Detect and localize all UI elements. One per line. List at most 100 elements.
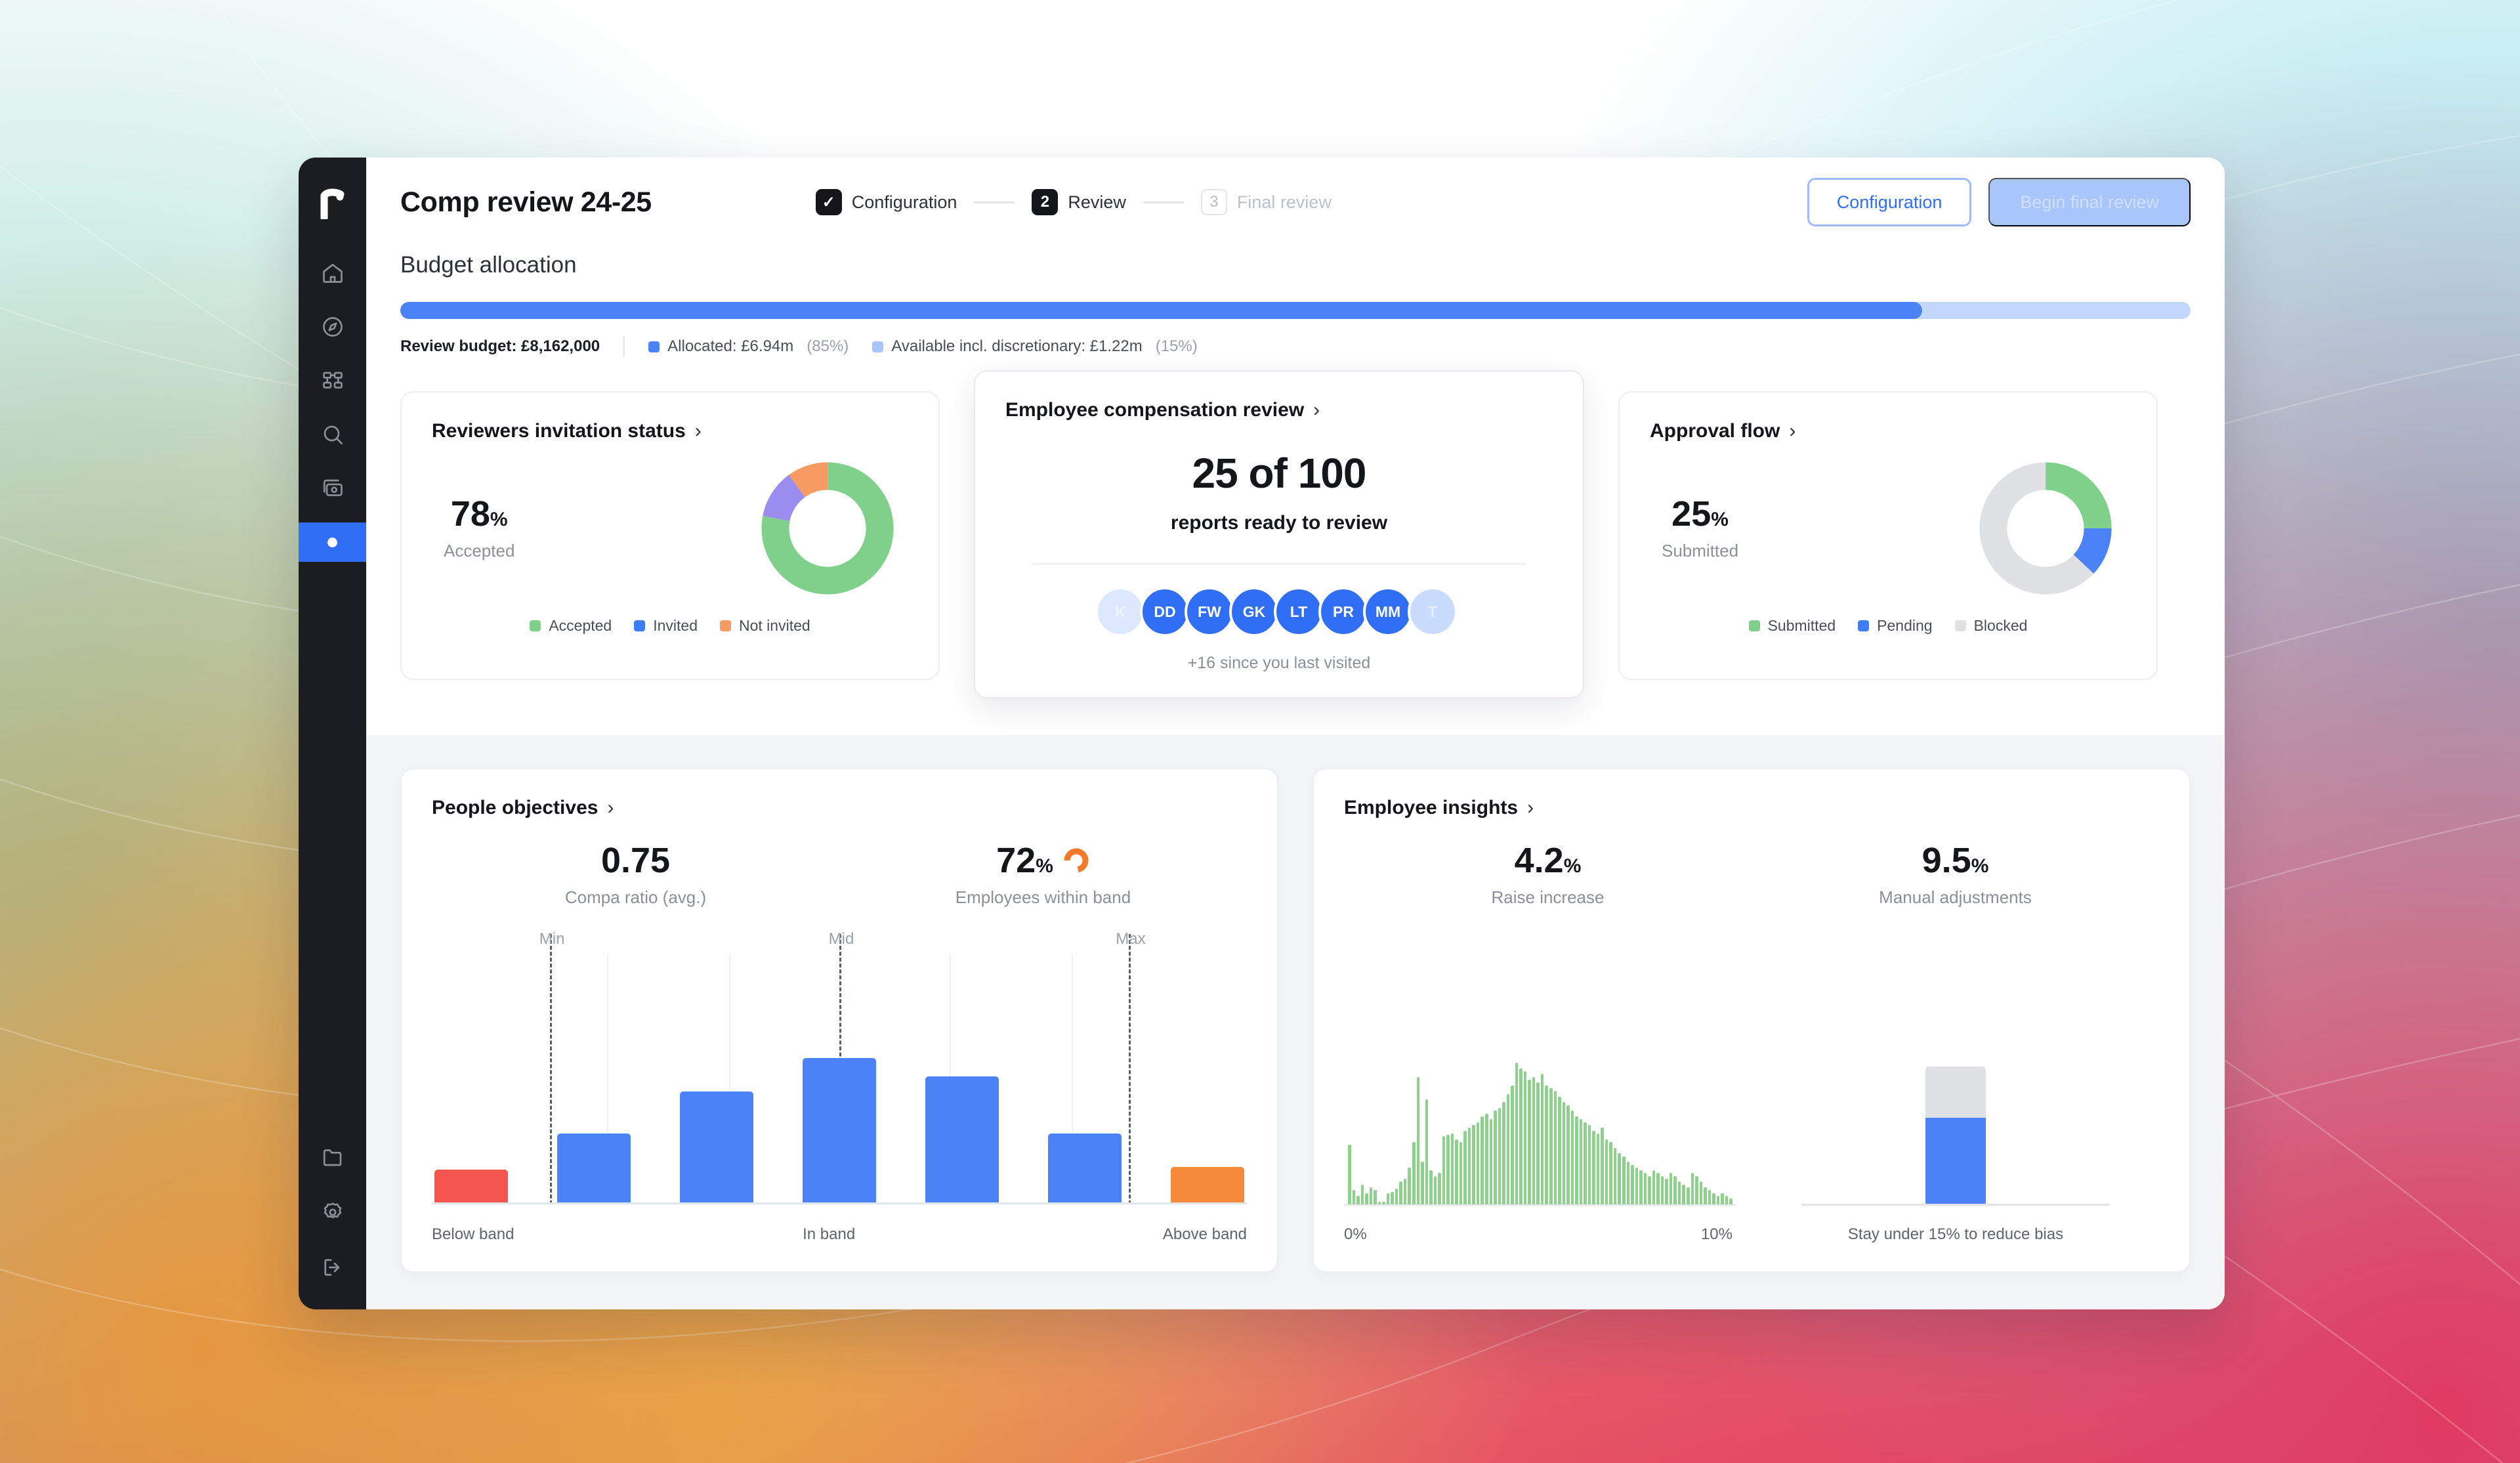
manual-adjustments-number: 9.5	[1922, 841, 1971, 880]
avatar[interactable]: PR	[1318, 587, 1368, 637]
histogram-bar	[1489, 1119, 1493, 1204]
histogram-bar	[1446, 1135, 1450, 1204]
people-objectives-title-text: People objectives	[432, 797, 598, 818]
histogram-bar	[1463, 1130, 1467, 1204]
reviewers-card-title[interactable]: Reviewers invitation status ›	[432, 420, 908, 442]
histogram-bar	[1472, 1125, 1475, 1204]
within-band-label: Employees within band	[955, 887, 1131, 907]
center-card-title[interactable]: Employee compensation review ›	[1005, 399, 1553, 421]
approval-card-title[interactable]: Approval flow ›	[1650, 420, 2126, 442]
histogram-bar	[1429, 1170, 1433, 1204]
histogram-bar	[1438, 1173, 1441, 1204]
histogram-bar	[1665, 1179, 1668, 1204]
avatar[interactable]: K	[1095, 587, 1145, 637]
gauge-wrap	[1752, 1023, 2159, 1206]
legend-available: Available incl. discretionary: £1.22m (1…	[872, 337, 1198, 356]
app-window: Comp review 24-25 ✓ Configuration 2 Revi…	[299, 158, 2225, 1309]
legend-available-pct: (15%)	[1155, 337, 1198, 355]
approval-stat-number: 25	[1671, 494, 1712, 534]
histogram-bar	[1631, 1164, 1634, 1204]
configuration-button[interactable]: Configuration	[1807, 178, 1972, 226]
histogram-bar	[1725, 1196, 1729, 1204]
sidebar-item-org-chart[interactable]	[299, 361, 366, 400]
po-bar	[803, 1058, 876, 1203]
histogram-bar	[1587, 1125, 1591, 1204]
within-band-value-row: 72%	[839, 843, 1247, 878]
employee-insights-title[interactable]: Employee insights ›	[1344, 797, 2159, 819]
histogram-bar	[1643, 1173, 1647, 1204]
histogram-bar	[1374, 1190, 1377, 1204]
employee-insights-card[interactable]: Employee insights › 4.2% Raise increase …	[1312, 768, 2191, 1273]
avatar[interactable]: GK	[1229, 587, 1279, 637]
sidebar-item-settings[interactable]	[299, 1193, 366, 1232]
histogram-bar	[1485, 1113, 1488, 1204]
gauge-baseline	[1801, 1204, 2110, 1206]
approval-card-title-text: Approval flow	[1650, 420, 1780, 442]
reviewers-stat-label: Accepted	[444, 540, 515, 561]
sidebar-item-explore[interactable]	[299, 307, 366, 347]
center-card-title-text: Employee compensation review	[1005, 399, 1305, 421]
step-label-review: Review	[1068, 192, 1126, 212]
avatar[interactable]: DD	[1140, 587, 1190, 637]
sidebar-item-home[interactable]	[299, 253, 366, 293]
sidebar-item-comp-review[interactable]	[299, 522, 366, 562]
sidebar-item-files[interactable]	[299, 1137, 366, 1177]
employee-insights-title-text: Employee insights	[1344, 797, 1519, 818]
compa-ratio-value: 0.75	[600, 841, 671, 880]
histogram-axis	[1344, 1204, 1736, 1206]
po-marker-max: Max	[1116, 930, 1146, 1204]
approval-flow-card[interactable]: Approval flow › 25% Submitted	[1618, 391, 2158, 680]
legend-swatch-allocated	[648, 341, 660, 352]
reviewers-stat-value: 78%	[444, 496, 514, 532]
histogram-bar	[1562, 1102, 1566, 1204]
legend-accepted-label: Accepted	[549, 617, 612, 634]
reviewers-invitation-status-card[interactable]: Reviewers invitation status › 78% Accept…	[400, 391, 940, 680]
histogram-bar	[1425, 1099, 1429, 1204]
histogram-bar	[1536, 1082, 1540, 1204]
approval-legend: Submitted Pending Blocked	[1650, 617, 2126, 635]
header-actions: Configuration Begin final review	[1807, 178, 2191, 226]
avatar[interactable]: MM	[1363, 587, 1413, 637]
sidebar-item-logout[interactable]	[299, 1248, 366, 1287]
people-objectives-card[interactable]: People objectives › 0.75 Compa ratio (av…	[400, 768, 1278, 1273]
histogram-bar	[1677, 1181, 1681, 1204]
employee-compensation-review-card[interactable]: Employee compensation review › 25 of 100…	[974, 370, 1584, 698]
histogram-bar	[1575, 1116, 1578, 1204]
histogram-bar	[1523, 1071, 1527, 1204]
avatar[interactable]: FW	[1185, 587, 1234, 637]
histogram-bar	[1618, 1153, 1621, 1204]
histogram-bar	[1626, 1162, 1630, 1204]
reviewers-donut-chart	[761, 462, 894, 595]
avatar[interactable]: LT	[1274, 587, 1324, 637]
r-logo[interactable]	[318, 185, 348, 222]
histogram-bar	[1609, 1141, 1612, 1204]
people-objectives-stats: 0.75 Compa ratio (avg.) 72% Employees	[432, 843, 1247, 908]
histogram-bar	[1502, 1102, 1505, 1204]
sidebar-nav	[299, 253, 366, 562]
chevron-right-icon: ›	[607, 797, 614, 818]
legend-allocated-label: Allocated: £6.94m	[667, 337, 794, 355]
begin-final-review-button[interactable]: Begin final review	[1988, 178, 2191, 226]
step-configuration[interactable]: ✓ Configuration	[815, 189, 957, 215]
sidebar-item-search[interactable]	[299, 415, 366, 454]
histogram-bar	[1686, 1187, 1690, 1204]
reviewers-card-title-text: Reviewers invitation status	[432, 420, 686, 442]
sidebar-bottom-nav	[299, 1137, 366, 1287]
people-objectives-title[interactable]: People objectives ›	[432, 797, 1247, 819]
reviewers-legend: Accepted Invited Not invited	[432, 617, 908, 635]
legend-blocked-label: Blocked	[1973, 617, 2028, 634]
compa-ratio-stat: 0.75 Compa ratio (avg.)	[432, 843, 839, 908]
progress-ring-icon	[1064, 848, 1089, 873]
raise-increase-value: 4.2%	[1344, 843, 1752, 878]
manual-adjustments-unit: %	[1971, 855, 1989, 877]
histogram-bar	[1660, 1176, 1664, 1204]
manual-adjustments-gauge: Stay under 15% to reduce bias	[1752, 934, 2159, 1244]
histogram-bar	[1360, 1184, 1364, 1204]
legend-invited: Invited	[634, 617, 698, 635]
step-review[interactable]: 2 Review	[1032, 189, 1126, 215]
chevron-right-icon: ›	[1527, 797, 1534, 818]
avatar[interactable]: T	[1408, 587, 1458, 637]
sidebar-item-payments[interactable]	[299, 469, 366, 508]
histogram-bar	[1511, 1085, 1514, 1204]
budget-progress-fill	[400, 302, 1922, 319]
